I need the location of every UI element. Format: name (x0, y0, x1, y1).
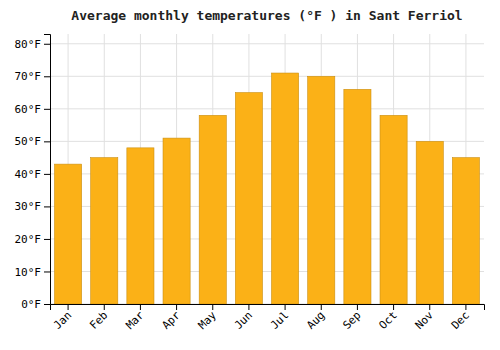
y-tick-label: 40°F (15, 168, 42, 181)
grid-line-y (50, 43, 484, 44)
y-tick-mark (44, 239, 50, 240)
y-axis-line (44, 35, 51, 305)
x-tick-mark (140, 304, 141, 310)
y-tick-mark (44, 271, 50, 272)
x-tick-label: Oct (376, 309, 399, 332)
x-tick-label: Mar (123, 308, 147, 332)
x-tick-mark (285, 304, 286, 310)
grid (50, 34, 484, 304)
x-tick-mark (68, 304, 69, 310)
x-tick: Apr (159, 304, 183, 332)
y-tick: 10°F (15, 265, 51, 278)
x-tick-label: Jan (51, 309, 74, 332)
y-tick-mark (44, 206, 50, 207)
x-tick-mark (429, 304, 430, 310)
x-tick-mark (465, 304, 466, 310)
x-tick-mark (357, 304, 358, 310)
bar (272, 73, 299, 304)
x-tick-mark (248, 304, 249, 310)
y-tick-mark (44, 304, 50, 305)
x-tick-label: Apr (159, 308, 183, 332)
y-tick-mark (44, 44, 50, 45)
x-tick-label: Sep (340, 309, 363, 332)
x-tick-label: Dec (449, 309, 472, 332)
x-tick-mark (104, 304, 105, 310)
x-tick: Dec (449, 304, 472, 332)
grid-line-y (50, 108, 484, 109)
bar (199, 115, 226, 304)
x-tick: Jul (268, 304, 291, 332)
y-tick-mark (44, 109, 50, 110)
x-tick: Oct (376, 304, 399, 332)
x-tick: Jan (51, 304, 74, 332)
x-axis-line (51, 305, 485, 311)
bar (163, 138, 190, 304)
x-tick-mark (212, 304, 213, 310)
bar (452, 158, 479, 304)
x-tick-mark (176, 304, 177, 310)
x-tick: Mar (123, 304, 147, 332)
y-tick-mark (44, 141, 50, 142)
y-tick-mark (44, 174, 50, 175)
bar (380, 115, 407, 304)
x-tick-label: Jun (232, 309, 255, 332)
bar (91, 158, 118, 304)
bar (308, 76, 335, 304)
y-tick: 50°F (15, 135, 51, 148)
title: Average monthly temperatures (°F ) in Sa… (71, 8, 462, 23)
y-tick: 30°F (15, 200, 51, 213)
y-tick: 0°F (21, 298, 50, 311)
y-axis: 0°F 10°F 20°F 30°F 40°F 50°F 60°F 70°F 80°F (15, 35, 51, 312)
y-tick: 40°F (15, 168, 51, 181)
x-tick: Nov (413, 304, 437, 332)
y-tick: 60°F (15, 103, 51, 116)
x-tick-label: Jul (268, 309, 291, 332)
y-tick-label: 70°F (15, 70, 42, 83)
y-tick-label: 30°F (15, 200, 42, 213)
x-tick-mark (321, 304, 322, 310)
y-tick-label: 0°F (21, 298, 41, 311)
bar (127, 148, 154, 304)
bar (55, 164, 82, 304)
y-tick-label: 80°F (15, 38, 42, 51)
x-tick-label: Nov (413, 308, 437, 332)
x-tick-mark (393, 304, 394, 310)
x-tick: Feb (87, 304, 110, 332)
x-tick-label: Feb (87, 309, 110, 332)
x-axis: Jan Feb Mar Apr May Jun Jul Aug Sep Oct Nov Dec (51, 304, 485, 332)
bars (55, 73, 480, 304)
y-tick-label: 60°F (15, 103, 42, 116)
plot: Jan Feb Mar Apr May Jun Jul Aug Sep Oct Nov Dec 0°F 1… (15, 34, 485, 332)
x-tick: May (196, 304, 220, 332)
y-tick-label: 20°F (15, 233, 42, 246)
y-tick-label: 10°F (15, 265, 42, 278)
bar (235, 93, 262, 304)
y-tick: 80°F (15, 38, 51, 51)
x-tick: Jun (232, 304, 255, 332)
bar (416, 141, 443, 304)
grid-line-y (50, 76, 484, 77)
chart: Jan Feb Mar Apr May Jun Jul Aug Sep Oct Nov Dec 0°F 1… (0, 0, 500, 350)
y-tick-mark (44, 76, 50, 77)
y-tick: 20°F (15, 233, 51, 246)
bar (344, 89, 371, 304)
y-tick: 70°F (15, 70, 51, 83)
x-tick-label: Aug (304, 309, 327, 332)
x-tick: Sep (340, 304, 363, 332)
y-tick-label: 50°F (15, 135, 42, 148)
x-tick: Aug (304, 304, 327, 332)
x-tick-label: May (196, 308, 220, 332)
